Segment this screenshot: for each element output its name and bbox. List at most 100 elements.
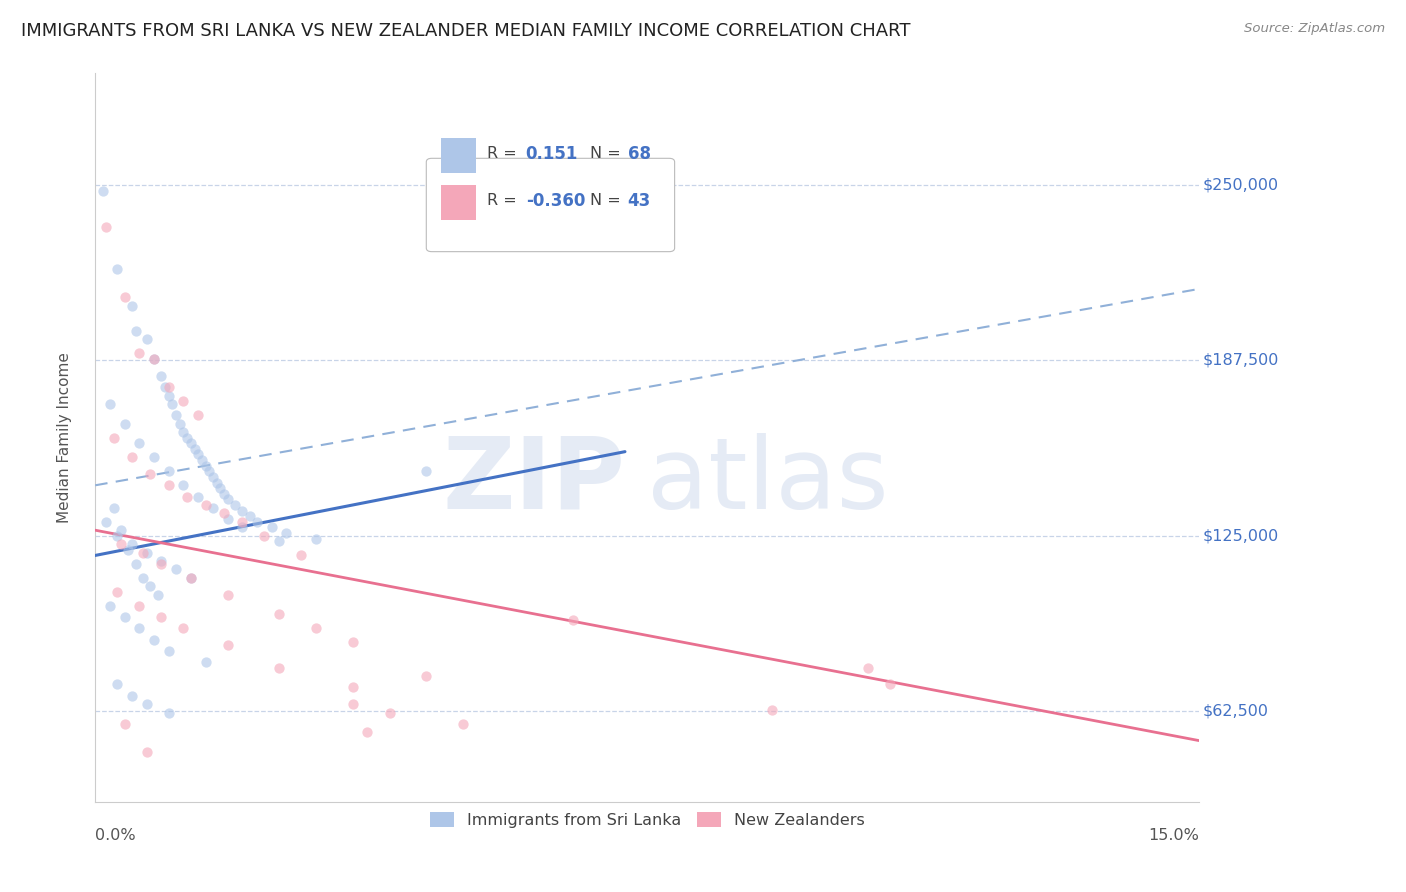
FancyBboxPatch shape bbox=[440, 185, 477, 219]
Point bbox=[121, 450, 143, 465]
Point bbox=[356, 725, 378, 739]
Point bbox=[173, 425, 195, 439]
Point bbox=[110, 537, 132, 551]
Point bbox=[135, 745, 157, 759]
FancyBboxPatch shape bbox=[426, 158, 675, 252]
Point bbox=[157, 380, 180, 394]
Point bbox=[209, 481, 232, 495]
Point bbox=[562, 613, 585, 627]
Point bbox=[180, 436, 202, 450]
Point bbox=[187, 408, 209, 422]
Point bbox=[165, 408, 187, 422]
Point bbox=[105, 677, 128, 691]
Point bbox=[157, 706, 180, 720]
Point bbox=[114, 417, 136, 431]
Point bbox=[415, 669, 437, 683]
Point bbox=[342, 680, 364, 694]
Point bbox=[114, 716, 136, 731]
Point bbox=[98, 599, 121, 613]
Point bbox=[135, 333, 157, 347]
Point bbox=[139, 579, 162, 593]
Point bbox=[205, 475, 228, 490]
Point bbox=[217, 638, 239, 652]
Point bbox=[117, 542, 139, 557]
Point bbox=[217, 588, 239, 602]
Point bbox=[150, 610, 173, 624]
Point bbox=[217, 512, 239, 526]
Text: IMMIGRANTS FROM SRI LANKA VS NEW ZEALANDER MEDIAN FAMILY INCOME CORRELATION CHAR: IMMIGRANTS FROM SRI LANKA VS NEW ZEALAND… bbox=[21, 22, 911, 40]
Point bbox=[187, 447, 209, 461]
Point bbox=[856, 660, 879, 674]
Point bbox=[224, 498, 246, 512]
Point bbox=[173, 621, 195, 635]
Point bbox=[105, 262, 128, 277]
Point bbox=[153, 380, 176, 394]
Point bbox=[150, 557, 173, 571]
Point bbox=[150, 368, 173, 383]
Text: Source: ZipAtlas.com: Source: ZipAtlas.com bbox=[1244, 22, 1385, 36]
Point bbox=[231, 515, 253, 529]
Point bbox=[246, 515, 269, 529]
Point bbox=[128, 621, 150, 635]
Text: atlas: atlas bbox=[647, 433, 889, 530]
Point bbox=[146, 588, 169, 602]
Text: $62,500: $62,500 bbox=[1202, 704, 1268, 719]
Point bbox=[191, 453, 214, 467]
Point bbox=[157, 388, 180, 402]
Point bbox=[91, 184, 114, 198]
Point bbox=[201, 470, 224, 484]
Point bbox=[879, 677, 901, 691]
Point bbox=[253, 529, 276, 543]
Text: ZIP: ZIP bbox=[441, 433, 624, 530]
Point bbox=[110, 523, 132, 537]
FancyBboxPatch shape bbox=[440, 138, 477, 173]
Point bbox=[124, 324, 146, 338]
Point bbox=[135, 546, 157, 560]
Point bbox=[121, 689, 143, 703]
Point bbox=[415, 464, 437, 478]
Point bbox=[180, 571, 202, 585]
Text: N =: N = bbox=[589, 146, 620, 161]
Point bbox=[176, 431, 198, 445]
Text: Median Family Income: Median Family Income bbox=[56, 352, 72, 523]
Point bbox=[143, 352, 166, 367]
Text: 0.0%: 0.0% bbox=[96, 828, 136, 843]
Point bbox=[132, 546, 155, 560]
Text: N =: N = bbox=[589, 193, 620, 208]
Point bbox=[342, 635, 364, 649]
Point bbox=[98, 397, 121, 411]
Point bbox=[143, 450, 166, 465]
Point bbox=[269, 660, 291, 674]
Point bbox=[103, 500, 125, 515]
Point bbox=[231, 520, 253, 534]
Point bbox=[180, 571, 202, 585]
Point bbox=[157, 464, 180, 478]
Point bbox=[212, 507, 235, 521]
Text: $125,000: $125,000 bbox=[1202, 528, 1278, 543]
Text: R =: R = bbox=[486, 146, 517, 161]
Point bbox=[165, 562, 187, 576]
Point bbox=[231, 503, 253, 517]
Point bbox=[212, 487, 235, 501]
Point bbox=[201, 500, 224, 515]
Point bbox=[451, 716, 474, 731]
Point bbox=[157, 478, 180, 492]
Point bbox=[96, 220, 118, 235]
Point bbox=[194, 498, 217, 512]
Point bbox=[132, 571, 155, 585]
Point bbox=[194, 655, 217, 669]
Point bbox=[105, 529, 128, 543]
Point bbox=[162, 397, 184, 411]
Point bbox=[143, 352, 166, 367]
Point bbox=[269, 534, 291, 549]
Point bbox=[169, 417, 191, 431]
Point bbox=[128, 436, 150, 450]
Point bbox=[276, 526, 298, 541]
Point bbox=[194, 458, 217, 473]
Text: $187,500: $187,500 bbox=[1202, 353, 1278, 368]
Text: -0.360: -0.360 bbox=[526, 192, 585, 210]
Text: 0.151: 0.151 bbox=[524, 145, 578, 163]
Point bbox=[183, 442, 205, 456]
Text: 43: 43 bbox=[627, 192, 651, 210]
Point bbox=[290, 549, 312, 563]
